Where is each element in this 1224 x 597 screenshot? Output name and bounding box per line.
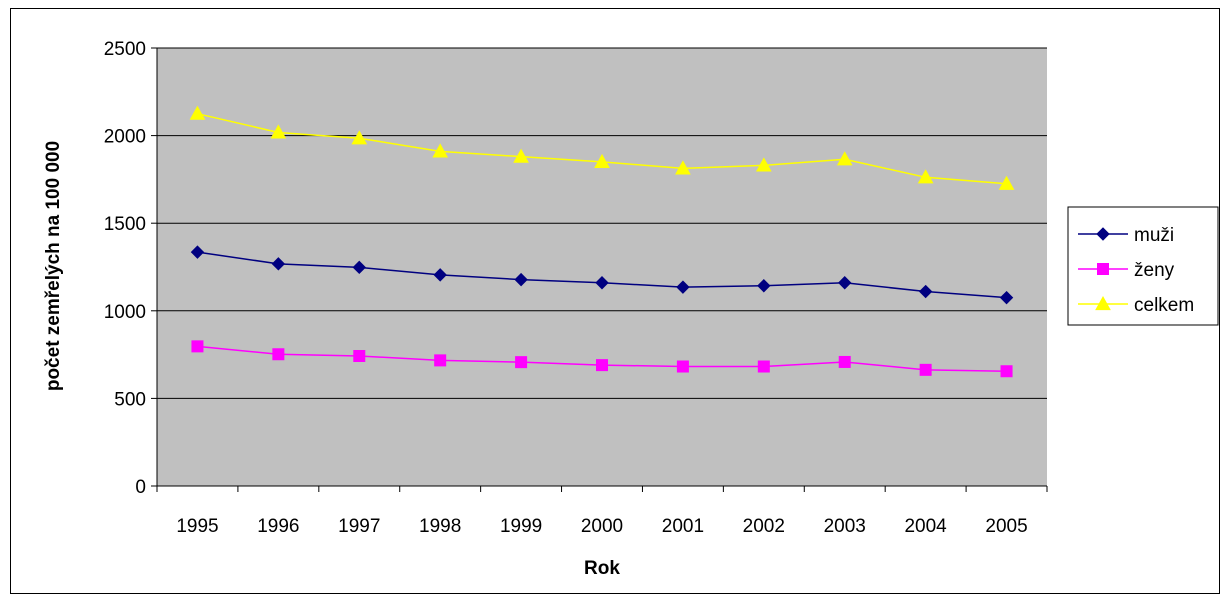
legend-item-2: celkem	[1078, 295, 1194, 316]
y-tick-label: 2000	[104, 127, 146, 148]
plot-area	[157, 48, 1047, 486]
grid-lines	[157, 47, 1047, 399]
data-point-1	[515, 356, 528, 369]
legend-box	[1067, 206, 1219, 326]
data-point-1	[596, 359, 608, 372]
data-point-2	[594, 153, 610, 168]
y-tick-label: 1500	[104, 214, 146, 235]
legend-item-0: muži	[1078, 225, 1174, 246]
data-point-2	[270, 124, 287, 139]
x-tick-label: 2001	[662, 516, 704, 537]
legend-label: celkem	[1134, 295, 1194, 316]
data-point-0	[514, 272, 528, 287]
data-point-0	[352, 260, 366, 275]
data-point-0	[595, 276, 609, 290]
data-point-1	[434, 354, 447, 367]
data-point-0	[271, 257, 286, 271]
data-point-1	[919, 363, 932, 376]
data-point-0	[676, 280, 690, 294]
data-point-1	[353, 350, 366, 363]
data-point-1	[676, 360, 689, 373]
data-point-0	[838, 276, 852, 290]
legend-swatch-marker	[1097, 263, 1109, 275]
data-point-0	[190, 245, 205, 259]
data-point-2	[755, 157, 772, 172]
data-point-0	[999, 290, 1014, 305]
series-markers	[189, 105, 1015, 378]
x-tick-label: 1995	[176, 516, 218, 537]
data-point-1	[191, 340, 204, 353]
data-point-2	[836, 151, 853, 166]
y-tick-label: 0	[135, 477, 146, 498]
data-point-0	[757, 279, 771, 293]
data-point-2	[675, 160, 691, 175]
x-tick-label: 1996	[257, 516, 299, 537]
legend-swatch-marker	[1096, 227, 1110, 241]
data-point-2	[189, 105, 206, 120]
legend-label: ženy	[1134, 260, 1175, 281]
axes	[156, 48, 1047, 487]
y-axis-ticks: 0 500 1000 1500 2000 2500	[104, 39, 157, 498]
x-tick-label: 2003	[824, 516, 866, 537]
data-point-2	[351, 130, 368, 145]
x-tick-label: 2005	[985, 516, 1027, 537]
data-point-2	[513, 148, 529, 163]
data-point-0	[918, 284, 933, 299]
data-point-0	[433, 268, 447, 282]
data-point-2	[998, 175, 1015, 190]
legend-swatch-marker	[1095, 295, 1111, 311]
data-point-1	[757, 360, 770, 373]
x-tick-label: 2002	[743, 516, 785, 537]
y-axis-title: počet zemřelých na 100 000	[43, 141, 64, 391]
x-axis-title: Rok	[584, 558, 620, 579]
x-tick-label: 2004	[904, 516, 947, 537]
data-point-2	[917, 169, 934, 184]
data-point-1	[1000, 365, 1013, 378]
data-point-2	[432, 143, 449, 158]
x-tick-label: 2000	[581, 516, 623, 537]
x-axis-ticks: 1995 1996 1997 1998 1999 2000 2001 2002 2003 2004…	[156, 486, 1048, 537]
x-tick-label: 1998	[419, 516, 461, 537]
y-tick-label: 500	[114, 389, 146, 410]
data-point-1	[838, 355, 851, 368]
legend-item-1: ženy	[1078, 260, 1175, 281]
legend-label: muži	[1134, 225, 1174, 246]
y-tick-label: 1000	[104, 302, 146, 323]
y-tick-label: 2500	[104, 39, 146, 60]
x-tick-label: 1997	[338, 516, 380, 537]
legend: muži ženy celkem	[1067, 206, 1219, 326]
data-point-1	[272, 348, 285, 361]
x-tick-label: 1999	[500, 516, 542, 537]
